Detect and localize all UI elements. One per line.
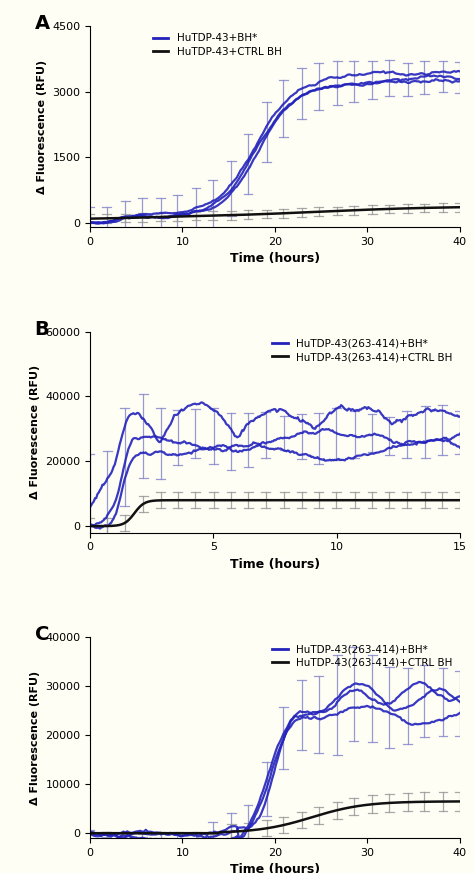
Y-axis label: Δ Fluorescence (RFU): Δ Fluorescence (RFU)	[30, 670, 40, 805]
Y-axis label: Δ Fluorescence (RFU): Δ Fluorescence (RFU)	[36, 59, 46, 194]
Text: A: A	[35, 14, 50, 33]
Y-axis label: Δ Fluorescence (RFU): Δ Fluorescence (RFU)	[30, 365, 40, 499]
Text: B: B	[35, 320, 49, 339]
Legend: HuTDP-43(263-414)+BH*, HuTDP-43(263-414)+CTRL BH: HuTDP-43(263-414)+BH*, HuTDP-43(263-414)…	[270, 337, 455, 364]
X-axis label: Time (hours): Time (hours)	[230, 863, 320, 873]
Text: C: C	[35, 625, 49, 644]
Legend: HuTDP-43+BH*, HuTDP-43+CTRL BH: HuTDP-43+BH*, HuTDP-43+CTRL BH	[151, 31, 284, 58]
Legend: HuTDP-43(263-414)+BH*, HuTDP-43(263-414)+CTRL BH: HuTDP-43(263-414)+BH*, HuTDP-43(263-414)…	[270, 643, 455, 670]
X-axis label: Time (hours): Time (hours)	[230, 252, 320, 265]
X-axis label: Time (hours): Time (hours)	[230, 558, 320, 571]
